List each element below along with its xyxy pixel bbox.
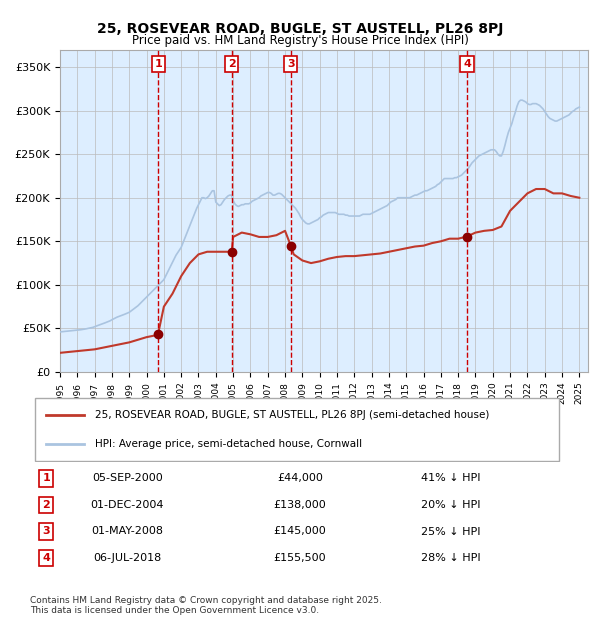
Text: 01-DEC-2004: 01-DEC-2004 <box>91 500 164 510</box>
Text: 20% ↓ HPI: 20% ↓ HPI <box>421 500 481 510</box>
Text: 25, ROSEVEAR ROAD, BUGLE, ST AUSTELL, PL26 8PJ (semi-detached house): 25, ROSEVEAR ROAD, BUGLE, ST AUSTELL, PL… <box>95 410 489 420</box>
FancyBboxPatch shape <box>35 398 559 461</box>
Text: HPI: Average price, semi-detached house, Cornwall: HPI: Average price, semi-detached house,… <box>95 439 362 449</box>
Text: 1: 1 <box>154 60 162 69</box>
Text: 3: 3 <box>43 526 50 536</box>
Text: 41% ↓ HPI: 41% ↓ HPI <box>421 473 481 484</box>
Text: 25% ↓ HPI: 25% ↓ HPI <box>421 526 481 536</box>
Text: £44,000: £44,000 <box>277 473 323 484</box>
Text: Price paid vs. HM Land Registry's House Price Index (HPI): Price paid vs. HM Land Registry's House … <box>131 34 469 47</box>
Text: 3: 3 <box>287 60 295 69</box>
Text: 2: 2 <box>228 60 236 69</box>
Text: 4: 4 <box>463 60 471 69</box>
Text: £145,000: £145,000 <box>274 526 326 536</box>
Text: 28% ↓ HPI: 28% ↓ HPI <box>421 553 481 563</box>
Text: 2: 2 <box>43 500 50 510</box>
Text: 01-MAY-2008: 01-MAY-2008 <box>91 526 163 536</box>
Text: £138,000: £138,000 <box>274 500 326 510</box>
Text: This data is licensed under the Open Government Licence v3.0.: This data is licensed under the Open Gov… <box>30 606 319 616</box>
Text: 25, ROSEVEAR ROAD, BUGLE, ST AUSTELL, PL26 8PJ: 25, ROSEVEAR ROAD, BUGLE, ST AUSTELL, PL… <box>97 22 503 36</box>
Text: 1: 1 <box>43 473 50 484</box>
Text: 4: 4 <box>42 553 50 563</box>
Text: Contains HM Land Registry data © Crown copyright and database right 2025.: Contains HM Land Registry data © Crown c… <box>30 596 382 606</box>
Text: 06-JUL-2018: 06-JUL-2018 <box>93 553 161 563</box>
Text: 05-SEP-2000: 05-SEP-2000 <box>92 473 163 484</box>
Text: £155,500: £155,500 <box>274 553 326 563</box>
